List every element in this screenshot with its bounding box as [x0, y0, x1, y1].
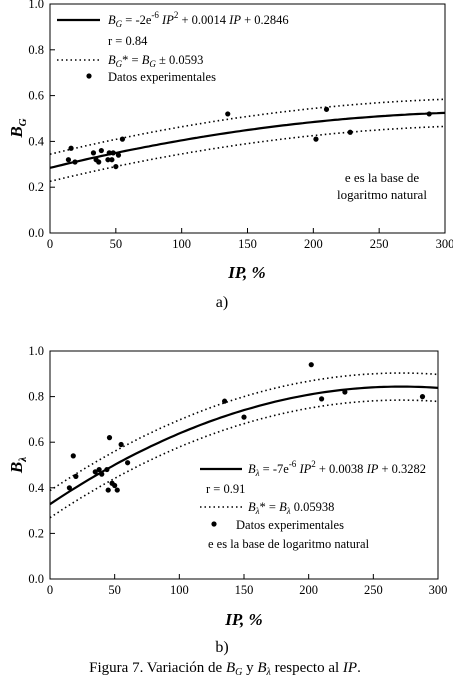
a-fit-curve: [49, 111, 446, 169]
a-ytick-label-1.0: 1.0: [28, 0, 44, 11]
chart-b: 0 50 100 150 200 250 300 0.0 0.2 0.4 0.6 0.8 1.0 Bλ …: [7, 344, 447, 656]
a-data-point-9: [109, 157, 115, 163]
b-data-point-15: [241, 414, 247, 420]
b-xtick-label-300: 300: [429, 583, 448, 597]
b-xtick-label-50: 50: [108, 583, 121, 597]
b-data-point-4: [96, 466, 102, 473]
b-data-point-0: [66, 485, 72, 491]
legend-a-marker: [86, 73, 92, 79]
chart-a-ylabel: BG: [7, 118, 29, 138]
a-data-point-1: [68, 145, 74, 151]
a-data-point-8: [106, 150, 112, 156]
b-xtick-label-0: 0: [47, 583, 53, 597]
chart-b-panel-label: b): [215, 639, 228, 656]
a-data-point-2: [72, 159, 78, 165]
b-ytick-label-0.4: 0.4: [28, 481, 44, 495]
chart-a-xlabel: IP, %: [227, 263, 265, 282]
b-ytick-label-0.2: 0.2: [28, 526, 44, 540]
b-data-point-16: [308, 362, 314, 368]
chart-a-legend: BG = -2e-6 IP2 + 0.0014 IP + 0.2846 r = …: [57, 10, 289, 84]
b-data-point-13: [125, 460, 131, 466]
chart-a-panel-label: a): [216, 294, 228, 311]
a-data-point-6: [98, 147, 104, 154]
a-xtick-label-50: 50: [110, 237, 123, 251]
b-data-point-8: [106, 435, 113, 441]
figure-caption: Figura 7. Variación de BG y Bλ respecto …: [89, 660, 361, 678]
chart-a-note-line1: e es la base de: [345, 170, 420, 185]
b-data-point-18: [342, 389, 348, 395]
b-data-point-14: [222, 398, 228, 404]
a-data-point-14: [225, 111, 231, 117]
chart-b-legend: Bλ = -7e-6 IP2 + 0.0038 IP + 0.3282 r = …: [200, 459, 426, 551]
a-upper-band: [49, 98, 446, 155]
b-lower-band: [49, 399, 439, 519]
a-xtick-label-0: 0: [47, 237, 53, 251]
b-data-point-10: [112, 482, 118, 489]
b-data-point-2: [73, 473, 79, 479]
b-data-point-3: [92, 469, 98, 475]
a-xtick-label-250: 250: [370, 237, 389, 251]
b-xtick-label-250: 250: [364, 583, 383, 597]
a-data-point-17: [347, 129, 353, 135]
b-ytick-label-0.0: 0.0: [28, 572, 44, 586]
a-data-point-0: [65, 157, 72, 163]
a-xtick-label-150: 150: [238, 237, 257, 251]
b-data-point-12: [118, 441, 124, 448]
b-xtick-label-150: 150: [235, 583, 254, 597]
legend-a-band: BG* = BG ± 0.0593: [108, 53, 203, 69]
b-ytick-label-0.6: 0.6: [28, 435, 44, 449]
legend-b-fit-equation: Bλ = -7e-6 IP2 + 0.0038 IP + 0.3282: [248, 459, 426, 478]
a-ytick-label-0.0: 0.0: [28, 226, 44, 240]
chart-b-xlabel: IP, %: [224, 610, 262, 629]
legend-a-data-label: Datos experimentales: [108, 70, 216, 84]
a-data-point-11: [113, 163, 119, 170]
legend-a-r: r = 0.84: [108, 34, 148, 48]
b-xtick-label-200: 200: [299, 583, 318, 597]
a-xtick-label-300: 300: [436, 237, 453, 251]
b-data-point-11: [114, 487, 120, 493]
b-data-point-7: [105, 487, 111, 493]
a-data-point-18: [426, 111, 432, 117]
chart-a-note-line2: logaritmo natural: [337, 187, 427, 202]
legend-b-data-label: Datos experimentales: [236, 518, 344, 532]
a-data-point-10: [110, 150, 116, 156]
b-data-point-19: [419, 394, 426, 400]
a-xtick-label-200: 200: [304, 237, 323, 251]
a-data-point-16: [323, 106, 330, 112]
legend-b-note: e es la base de logaritmo natural: [208, 537, 370, 551]
a-data-point-12: [115, 152, 122, 158]
b-upper-band: [49, 372, 439, 492]
legend-b-marker: [211, 521, 217, 527]
a-ytick-label-0.8: 0.8: [28, 43, 44, 57]
a-xtick-label-100: 100: [172, 237, 191, 251]
legend-b-band: Bλ* = Bλ 0.05938: [248, 500, 334, 516]
a-data-point-15: [313, 136, 319, 142]
b-ytick-label-1.0: 1.0: [28, 344, 44, 358]
b-data-point-17: [319, 396, 325, 402]
b-data-point-5: [99, 471, 105, 477]
chart-b-ylabel: Bλ: [7, 457, 29, 474]
a-ytick-label-0.6: 0.6: [28, 89, 44, 103]
a-data-point-5: [96, 159, 102, 165]
a-data-point-7: [105, 157, 111, 163]
b-xtick-label-100: 100: [170, 583, 189, 597]
a-ytick-label-0.2: 0.2: [28, 180, 44, 194]
a-data-point-3: [90, 150, 97, 156]
b-ytick-label-0.8: 0.8: [28, 390, 44, 404]
legend-b-r: r = 0.91: [206, 482, 245, 496]
a-data-point-13: [119, 136, 126, 142]
b-fit-curve: [49, 385, 439, 506]
b-data-point-1: [70, 453, 76, 459]
legend-a-fit-equation: BG = -2e-6 IP2 + 0.0014 IP + 0.2846: [108, 10, 289, 29]
a-ytick-label-0.4: 0.4: [28, 134, 44, 148]
chart-a: 0 50 100 150 200 250 300 0.0 0.2 0.4 0.6 0.8 1.0 BG …: [7, 0, 453, 311]
b-data-point-6: [104, 466, 110, 473]
